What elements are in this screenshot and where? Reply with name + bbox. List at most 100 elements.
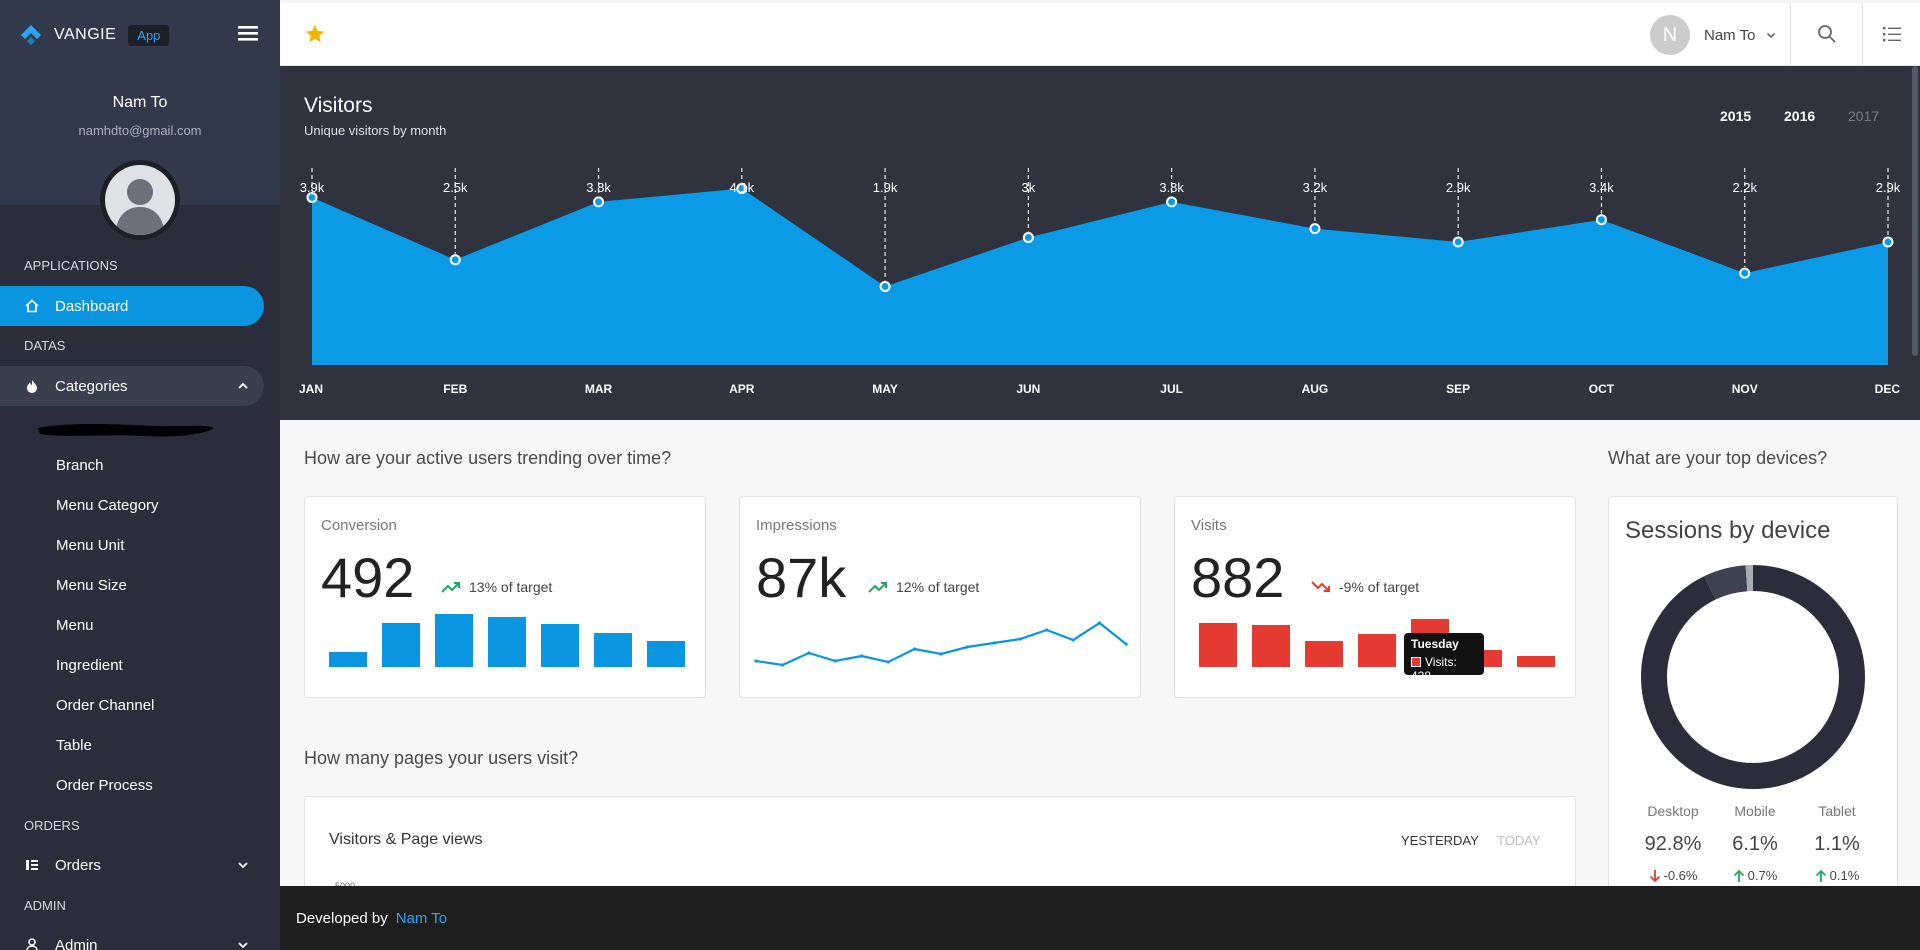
year-2016[interactable]: 2016 — [1784, 108, 1815, 124]
data-label: 3.8k — [586, 180, 611, 195]
sidebar-item-dashboard[interactable]: Dashboard — [0, 286, 264, 326]
bar — [1252, 625, 1290, 667]
data-point — [1045, 628, 1048, 631]
device-tablet: Tablet 1.1% 0.1% — [1789, 803, 1885, 883]
kpi-delta: -9% of target — [1311, 579, 1419, 595]
sidebar-subitem-order-process[interactable]: Order Process — [56, 777, 153, 794]
data-label: 1.9k — [873, 180, 898, 195]
chevron-down-icon — [236, 938, 250, 950]
data-point — [860, 654, 863, 657]
x-tick-label: JUL — [1160, 382, 1183, 396]
device-change: 0.1% — [1789, 868, 1885, 883]
chevron-down-icon — [1765, 29, 1777, 41]
x-tick-label: OCT — [1589, 382, 1615, 396]
user-avatar: N — [1650, 15, 1690, 55]
person-icon — [24, 937, 40, 950]
bar — [1305, 641, 1343, 667]
data-point — [913, 647, 916, 650]
sidebar-item-label: Dashboard — [55, 298, 128, 315]
scrollbar[interactable] — [1912, 66, 1918, 356]
device-change-text: 0.7% — [1748, 868, 1778, 883]
bar — [488, 617, 526, 667]
kpi-delta-text: 12% of target — [896, 579, 979, 595]
section-applications: APPLICATIONS — [24, 258, 118, 273]
data-point — [781, 663, 784, 666]
user-menu[interactable]: N Nam To — [1650, 14, 1777, 56]
data-point — [1072, 638, 1075, 641]
conversion-bar-chart — [305, 607, 707, 677]
data-label: 2.2k — [1732, 180, 1757, 195]
data-point — [1310, 224, 1319, 233]
visitors-panel: 3.9k JAN 2.5k FEB 3.8k MAR 4.1k APR 1.9k MAY 3k JUN… — [280, 66, 1920, 420]
data-label: 3.4k — [1589, 180, 1614, 195]
data-point — [992, 641, 995, 644]
x-tick-label: AUG — [1302, 382, 1329, 396]
footer-author-link[interactable]: Nam To — [396, 910, 447, 927]
kpi-title: Conversion — [321, 517, 397, 534]
star-icon[interactable] — [304, 23, 326, 45]
hamburger-menu-icon[interactable] — [236, 23, 260, 43]
chevron-down-icon — [236, 858, 250, 872]
data-point — [834, 659, 837, 662]
sidebar-subitem-menu-unit[interactable]: Menu Unit — [56, 537, 124, 554]
question-top-devices: What are your top devices? — [1608, 448, 1827, 469]
data-point — [881, 282, 890, 291]
x-tick-label: SEP — [1446, 382, 1470, 396]
data-point — [1597, 215, 1606, 224]
device-change-text: 0.1% — [1830, 868, 1860, 883]
sidebar-item-label: Admin — [55, 937, 98, 950]
sidebar-subitem-branch[interactable]: Branch — [56, 457, 104, 474]
kpi-value: 87k — [756, 545, 846, 610]
data-point — [1884, 237, 1893, 246]
flame-icon — [24, 378, 40, 394]
sidebar-subitem-menu-size[interactable]: Menu Size — [56, 577, 127, 594]
sidebar-subitem-ingredient[interactable]: Ingredient — [56, 657, 123, 674]
data-point — [594, 197, 603, 206]
impressions-line — [756, 623, 1126, 665]
sidebar-avatar[interactable] — [100, 160, 180, 240]
x-tick-label: FEB — [443, 382, 467, 396]
visitors-subtitle: Unique visitors by month — [304, 123, 446, 138]
data-point — [1454, 237, 1463, 246]
sidebar-item-admin[interactable]: Admin — [0, 925, 264, 950]
sidebar-user-name: Nam To — [0, 94, 280, 112]
user-silhouette-icon — [105, 165, 175, 235]
section-datas: DATAS — [24, 338, 65, 353]
search-button[interactable] — [1790, 3, 1862, 65]
brand[interactable]: VANGIE App — [20, 22, 169, 48]
sidebar-item-orders[interactable]: Orders — [0, 845, 264, 885]
data-label: 2.9k — [1446, 180, 1471, 195]
bar — [435, 614, 473, 667]
x-tick-label: MAY — [872, 382, 898, 396]
sidebar-subitem-order-channel[interactable]: Order Channel — [56, 697, 154, 714]
visitors-area — [312, 189, 1888, 365]
tab-yesterday[interactable]: YESTERDAY — [1401, 833, 1479, 848]
kpi-card-conversion: Conversion 492 13% of target — [304, 496, 706, 698]
footer: Developed by Nam To — [280, 886, 1920, 950]
bar — [1358, 634, 1396, 667]
main-content: How are your active users trending over … — [280, 420, 1920, 886]
data-point — [451, 255, 460, 264]
list-icon — [1882, 25, 1902, 43]
sidebar-subitem-menu-category[interactable]: Menu Category — [56, 497, 159, 514]
year-2017[interactable]: 2017 — [1848, 108, 1879, 124]
year-2015[interactable]: 2015 — [1720, 108, 1751, 124]
question-pages: How many pages your users visit? — [304, 748, 578, 769]
question-active-users: How are your active users trending over … — [304, 448, 671, 469]
visits-bar-chart — [1175, 607, 1577, 677]
kpi-delta-text: 13% of target — [469, 579, 552, 595]
sidebar-subitem-table[interactable]: Table — [56, 737, 92, 754]
sidebar-item-categories[interactable]: Categories — [0, 366, 264, 406]
donut-slice-desktop — [1654, 578, 1852, 776]
data-point — [807, 651, 810, 654]
kpi-value: 882 — [1191, 545, 1284, 610]
list-menu-button[interactable] — [1862, 3, 1920, 65]
bar — [1199, 623, 1237, 667]
tab-today[interactable]: TODAY — [1497, 833, 1541, 848]
data-point — [1098, 621, 1101, 624]
data-point — [1167, 197, 1176, 206]
kpi-card-visits: Visits 882 -9% of target Tuesday Visits:… — [1174, 496, 1576, 698]
sidebar-user-email: namhdto@gmail.com — [0, 123, 280, 138]
sidebar-subitem-menu[interactable]: Menu — [56, 617, 94, 634]
kpi-delta: 13% of target — [441, 579, 552, 595]
